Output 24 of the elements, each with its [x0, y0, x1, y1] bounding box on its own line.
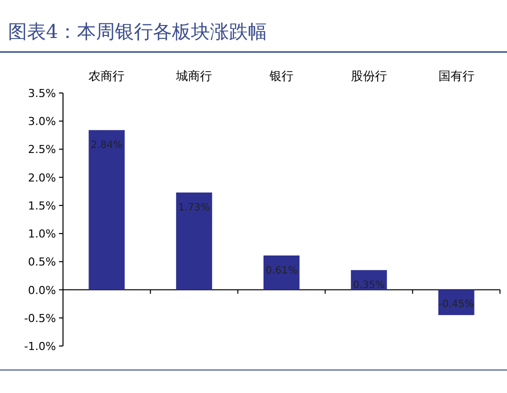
bar	[176, 192, 212, 290]
y-tick-label: 1.0%	[28, 228, 56, 241]
data-label: 0.61%	[266, 265, 298, 276]
bar	[264, 255, 300, 290]
y-tick-label: 0.0%	[28, 284, 56, 297]
x-tick-label: 农商行	[88, 69, 125, 83]
y-tick-label: 2.5%	[28, 143, 56, 156]
data-label: -0.45%	[438, 299, 474, 310]
y-tick-label: 2.0%	[28, 171, 56, 184]
y-tick-label: 1.5%	[28, 199, 56, 212]
y-tick-label: 0.5%	[28, 256, 56, 269]
x-tick-label: 银行	[268, 69, 294, 83]
data-label: 0.35%	[353, 280, 385, 292]
y-tick-label: -1.0%	[24, 340, 56, 353]
y-tick-label: -0.5%	[24, 312, 56, 325]
bar	[88, 130, 125, 290]
x-tick-label: 股份行	[350, 69, 387, 83]
x-tick-label: 国有行	[438, 69, 474, 83]
x-tick-label: 城商行	[175, 69, 212, 83]
data-label: 2.84%	[90, 140, 123, 152]
y-tick-label: 3.5%	[28, 87, 56, 100]
y-tick-label: 3.0%	[28, 115, 56, 128]
data-label: 1.73%	[178, 202, 210, 214]
chart-title: 图表4：本周银行各板块涨跌幅	[8, 21, 268, 43]
